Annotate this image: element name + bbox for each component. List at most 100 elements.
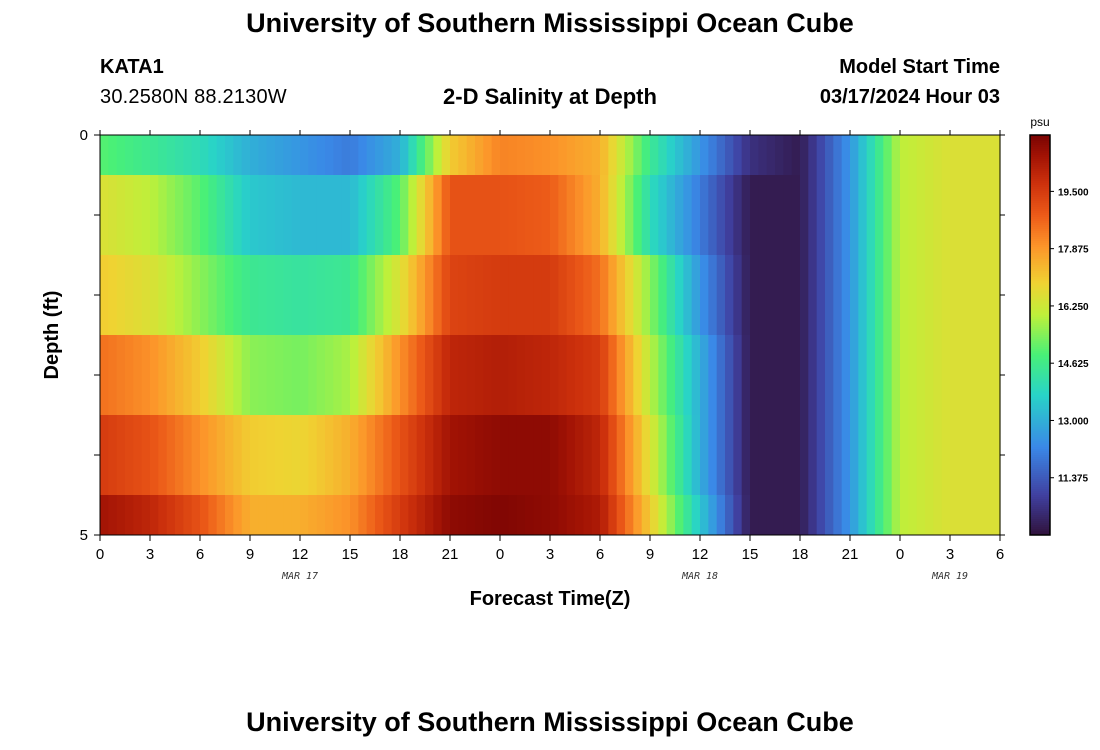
heatmap-cell	[358, 255, 368, 335]
heatmap-cell	[866, 335, 876, 415]
heatmap-cell	[891, 255, 901, 335]
heatmap-cell	[975, 495, 984, 535]
colorbar-segment	[1030, 427, 1050, 430]
heatmap-cell	[316, 495, 326, 535]
colorbar-segment	[1030, 421, 1050, 424]
colorbar-segment	[1030, 289, 1050, 292]
heatmap-cell	[166, 495, 176, 535]
colorbar-segment	[1030, 157, 1050, 160]
colorbar-segment	[1030, 217, 1050, 220]
heatmap-cell	[350, 135, 359, 175]
colorbar-segment	[1030, 343, 1050, 346]
heatmap-cell	[416, 135, 426, 175]
heatmap-cell	[183, 495, 193, 535]
heatmap-cell	[108, 175, 118, 255]
heatmap-cell	[383, 495, 393, 535]
heatmap-cell	[216, 415, 226, 495]
colorbar-segment	[1030, 231, 1050, 234]
heatmap-cell	[191, 335, 201, 415]
heatmap-cell	[408, 415, 418, 495]
heatmap-cell	[658, 415, 668, 495]
heatmap-cell	[833, 175, 843, 255]
heatmap-cell	[625, 135, 634, 175]
heatmap-cell	[958, 135, 968, 175]
colorbar-segment	[1030, 461, 1050, 464]
heatmap-cell	[900, 175, 909, 255]
heatmap-cell	[166, 135, 176, 175]
heatmap-cell	[200, 175, 209, 255]
colorbar-segment	[1030, 475, 1050, 478]
colorbar-segment	[1030, 441, 1050, 444]
heatmap-cell	[341, 135, 351, 175]
heatmap-cell	[425, 415, 434, 495]
heatmap-cell	[475, 175, 484, 255]
colorbar-segment	[1030, 247, 1050, 250]
colorbar-segment	[1030, 263, 1050, 266]
heatmap-cell	[308, 415, 318, 495]
heatmap-cell	[483, 495, 493, 535]
colorbar-segment	[1030, 213, 1050, 216]
heatmap-cell	[500, 415, 509, 495]
heatmap-cell	[425, 255, 434, 335]
colorbar-segment	[1030, 315, 1050, 318]
colorbar-segment	[1030, 191, 1050, 194]
heatmap-cell	[816, 175, 826, 255]
heatmap-cell	[566, 135, 576, 175]
heatmap-cell	[275, 255, 284, 335]
heatmap-cell	[841, 335, 851, 415]
heatmap-cell	[425, 175, 434, 255]
heatmap-cell	[591, 255, 601, 335]
heatmap-cell	[816, 255, 826, 335]
heatmap-cell	[800, 135, 809, 175]
colorbar-segment	[1030, 199, 1050, 202]
heatmap-cell	[566, 495, 576, 535]
colorbar-segment	[1030, 369, 1050, 372]
heatmap-cell	[550, 495, 559, 535]
colorbar-segment	[1030, 313, 1050, 316]
heatmap-cell	[433, 335, 443, 415]
x-tick-label: 15	[342, 546, 359, 563]
colorbar-segment	[1030, 457, 1050, 460]
heatmap-cell	[775, 135, 784, 175]
heatmap-cell	[825, 335, 834, 415]
heatmap-cell	[983, 335, 993, 415]
heatmap-cell	[716, 415, 726, 495]
heatmap-cell	[791, 255, 801, 335]
heatmap-cell	[900, 135, 909, 175]
heatmap-cell	[416, 495, 426, 535]
heatmap-cell	[875, 255, 884, 335]
heatmap-cell	[700, 175, 709, 255]
colorbar-segment	[1030, 249, 1050, 252]
heatmap-cell	[575, 495, 584, 535]
heatmap-cell	[866, 175, 876, 255]
heatmap-cell	[550, 175, 559, 255]
heatmap-cell	[133, 175, 143, 255]
colorbar-segment	[1030, 409, 1050, 412]
colorbar-segment	[1030, 511, 1050, 514]
heatmap-cell	[308, 135, 318, 175]
heatmap-cell	[100, 335, 109, 415]
heatmap-cell	[175, 495, 184, 535]
heatmap-cell	[425, 335, 434, 415]
colorbar-segment	[1030, 455, 1050, 458]
colorbar-segment	[1030, 519, 1050, 522]
x-tick-label: 9	[646, 546, 654, 563]
colorbar-segment	[1030, 169, 1050, 172]
heatmap-cell	[833, 495, 843, 535]
heatmap-cell	[525, 335, 534, 415]
colorbar-segment	[1030, 319, 1050, 322]
heatmap-cell	[100, 135, 109, 175]
heatmap-cell	[941, 255, 951, 335]
heatmap-cell	[458, 175, 468, 255]
heatmap-cell	[991, 495, 1001, 535]
heatmap-cell	[991, 255, 1001, 335]
heatmap-cell	[533, 495, 543, 535]
heatmap-cell	[450, 335, 459, 415]
heatmap-cell	[666, 495, 676, 535]
heatmap-cell	[941, 415, 951, 495]
heatmap-cell	[291, 135, 301, 175]
heatmap-cell	[408, 495, 418, 535]
heatmap-cell	[158, 135, 168, 175]
colorbar-segment	[1030, 419, 1050, 422]
heatmap-cell	[266, 335, 276, 415]
